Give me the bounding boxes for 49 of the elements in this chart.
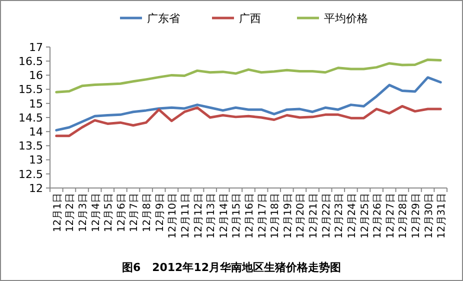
y-tick-label: 14 — [29, 125, 43, 138]
x-tick-label: 12月27日 — [385, 193, 396, 238]
x-tick-label: 12月15日 — [232, 193, 243, 238]
y-tick-label: 15 — [29, 97, 43, 110]
y-tick-label: 13.5 — [18, 140, 43, 153]
y-tick-label: 16 — [29, 69, 43, 82]
x-tick-label: 12月13日 — [206, 193, 218, 238]
x-tick-label: 12月25日 — [360, 193, 371, 238]
x-tick-label: 12月30日 — [424, 193, 435, 238]
x-tick-label: 12月7日 — [129, 193, 140, 232]
x-tick-label: 12月8日 — [142, 193, 154, 232]
y-tick-label: 12.5 — [18, 168, 43, 181]
x-tick-label: 12月21日 — [308, 193, 320, 238]
x-tick-label: 12月26日 — [372, 193, 384, 238]
x-tick-label: 12月2日 — [65, 193, 76, 232]
x-tick-label: 12月17日 — [257, 193, 268, 238]
x-tick-label: 12月19日 — [282, 193, 294, 238]
y-tick-label: 15.5 — [18, 83, 43, 96]
x-tick-label: 12月11日 — [180, 193, 192, 238]
x-tick-label: 12月9日 — [154, 193, 166, 232]
x-tick-label: 12月24日 — [346, 193, 358, 238]
x-tick-label: 12月18日 — [270, 193, 282, 238]
line-series — [55, 104, 442, 138]
x-tick-label: 12月6日 — [116, 193, 128, 232]
y-tick-label: 16.5 — [18, 54, 43, 68]
x-tick-label: 12月3日 — [78, 193, 90, 232]
line-series — [55, 76, 442, 132]
legend-label: 平均价格 — [324, 12, 368, 25]
x-tick-label: 12月1日 — [52, 193, 64, 232]
text: 图6 2012年12月华南地区生猪价格走势图 — [122, 261, 342, 274]
x-tick-label: 12月20日 — [296, 193, 307, 238]
line-series — [55, 58, 442, 94]
legend-label: 广西 — [239, 12, 261, 25]
y-tick-label: 12 — [29, 182, 43, 195]
y-tick-label: 13 — [29, 154, 43, 167]
x-tick-label: 12月16日 — [244, 193, 256, 238]
x-tick-label: 12月23日 — [334, 193, 346, 238]
x-tick-label: 12月29日 — [410, 193, 422, 238]
x-tick-label: 12月10日 — [168, 193, 179, 238]
legend-label: 广东省 — [147, 12, 180, 25]
x-tick-label: 12月28日 — [398, 193, 410, 238]
x-tick-label: 12月14日 — [218, 193, 230, 238]
y-tick-label: 14.5 — [18, 111, 43, 124]
x-tick-label: 12月31日 — [436, 193, 448, 238]
y-tick-label: 17 — [29, 40, 43, 54]
x-tick-label: 12月12日 — [193, 193, 204, 238]
x-tick-label: 12月4日 — [90, 193, 102, 232]
x-tick-label: 12月22日 — [321, 193, 332, 238]
x-tick-label: 12月5日 — [104, 193, 115, 232]
